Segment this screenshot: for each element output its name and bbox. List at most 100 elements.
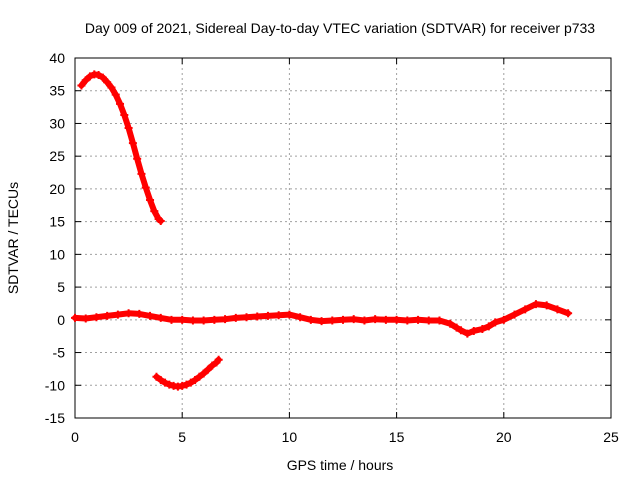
y-tick-label: 30 bbox=[49, 115, 65, 131]
data-point-high-arc bbox=[86, 72, 95, 81]
data-point-near-zero-trace bbox=[146, 311, 155, 320]
data-point-near-zero-trace bbox=[113, 310, 122, 319]
y-tick-label: -10 bbox=[45, 377, 65, 393]
plot-frame bbox=[74, 57, 612, 419]
y-tick-label: 40 bbox=[49, 50, 65, 66]
data-point-near-zero-trace bbox=[452, 323, 461, 332]
data-point-low-arc bbox=[203, 365, 212, 374]
data-point-high-arc bbox=[133, 154, 142, 163]
data-point-near-zero-trace bbox=[392, 315, 401, 324]
data-point-low-arc bbox=[208, 361, 217, 370]
y-tick-label: 15 bbox=[49, 214, 65, 230]
data-point-near-zero-trace bbox=[231, 313, 240, 322]
data-point-near-zero-trace bbox=[446, 319, 455, 328]
data-point-high-arc bbox=[77, 81, 86, 90]
data-point-near-zero-trace bbox=[456, 326, 465, 335]
data-point-near-zero-trace bbox=[221, 315, 230, 324]
data-point-near-zero-trace bbox=[531, 300, 540, 309]
data-point-near-zero-trace bbox=[178, 315, 187, 324]
data-point-high-arc bbox=[146, 196, 155, 205]
data-point-near-zero-trace bbox=[510, 310, 519, 319]
data-point-high-arc bbox=[124, 124, 133, 133]
y-tick-label: 25 bbox=[49, 148, 65, 164]
data-point-near-zero-trace bbox=[463, 329, 472, 338]
data-point-near-zero-trace bbox=[484, 322, 493, 331]
data-point-high-arc bbox=[137, 169, 146, 178]
data-point-near-zero-trace bbox=[167, 315, 176, 324]
data-point-high-arc bbox=[116, 99, 125, 108]
data-point-near-zero-trace bbox=[274, 311, 283, 320]
data-point-near-zero-trace bbox=[414, 315, 423, 324]
data-point-near-zero-trace bbox=[553, 305, 562, 314]
x-tick-label: 15 bbox=[389, 429, 405, 445]
y-tick-label: 35 bbox=[49, 83, 65, 99]
x-tick-label: 0 bbox=[71, 429, 79, 445]
data-point-near-zero-trace bbox=[564, 309, 573, 318]
data-point-near-zero-trace bbox=[339, 315, 347, 324]
y-tick-label: 0 bbox=[57, 312, 65, 328]
data-point-low-arc bbox=[161, 378, 170, 387]
data-point-near-zero-trace bbox=[371, 315, 380, 324]
series-high-arc bbox=[78, 71, 164, 224]
data-point-near-zero-trace bbox=[92, 313, 101, 322]
x-tick-label: 5 bbox=[178, 429, 186, 445]
data-point-near-zero-trace bbox=[403, 316, 412, 325]
data-point-low-arc bbox=[165, 380, 174, 389]
data-point-high-arc bbox=[128, 139, 137, 148]
data-point-low-arc bbox=[186, 378, 195, 387]
data-point-near-zero-trace bbox=[491, 318, 500, 327]
data-point-low-arc bbox=[199, 369, 208, 378]
data-point-high-arc bbox=[107, 83, 116, 92]
data-point-high-arc bbox=[103, 78, 112, 87]
data-point-near-zero-trace bbox=[360, 316, 369, 325]
data-series bbox=[71, 70, 573, 391]
x-tick-label: 20 bbox=[496, 429, 512, 445]
data-point-near-zero-trace bbox=[135, 309, 144, 318]
data-point-near-zero-trace bbox=[328, 316, 337, 325]
data-point-near-zero-trace bbox=[263, 311, 272, 320]
data-point-near-zero-trace bbox=[71, 313, 79, 322]
data-point-near-zero-trace bbox=[156, 313, 165, 322]
data-point-high-arc bbox=[156, 216, 165, 225]
axis-ticks: 0 5 10 15 20 25 -15 -10 -5 0 5 10 15 20 25 30 35 40 bbox=[45, 50, 619, 445]
data-point-high-arc bbox=[111, 90, 120, 99]
data-point-low-arc bbox=[191, 376, 200, 385]
data-point-near-zero-trace bbox=[435, 316, 444, 325]
data-point-near-zero-trace bbox=[499, 315, 508, 324]
x-tick-label: 10 bbox=[282, 429, 298, 445]
data-point-low-arc bbox=[152, 372, 161, 381]
data-point-near-zero-trace bbox=[81, 314, 90, 323]
data-point-near-zero-trace bbox=[424, 316, 433, 325]
data-point-near-zero-trace bbox=[285, 310, 294, 319]
data-point-near-zero-trace bbox=[253, 312, 262, 321]
data-point-near-zero-trace bbox=[349, 315, 358, 324]
data-point-near-zero-trace bbox=[317, 317, 326, 326]
data-point-near-zero-trace bbox=[103, 311, 112, 320]
y-tick-label: 5 bbox=[57, 279, 65, 295]
data-point-near-zero-trace bbox=[296, 313, 305, 322]
data-point-low-arc bbox=[156, 376, 165, 385]
data-point-near-zero-trace bbox=[306, 315, 315, 324]
x-tick-label: 25 bbox=[603, 429, 619, 445]
data-point-low-arc bbox=[182, 380, 191, 389]
data-point-near-zero-trace bbox=[469, 326, 478, 335]
data-point-high-arc bbox=[81, 76, 90, 85]
data-point-high-arc bbox=[120, 110, 129, 119]
data-point-high-arc bbox=[98, 73, 107, 82]
data-point-near-zero-trace bbox=[124, 309, 133, 318]
data-point-low-arc bbox=[195, 372, 204, 381]
data-point-near-zero-trace bbox=[478, 324, 487, 333]
data-point-near-zero-trace bbox=[199, 316, 208, 325]
grid-lines bbox=[75, 58, 611, 418]
data-point-near-zero-trace bbox=[542, 301, 551, 310]
data-point-near-zero-trace bbox=[521, 305, 530, 314]
data-point-high-arc bbox=[94, 71, 103, 80]
data-point-high-arc bbox=[150, 207, 159, 216]
y-tick-label: -5 bbox=[53, 345, 66, 361]
data-point-low-arc bbox=[178, 381, 187, 390]
y-tick-label: 10 bbox=[49, 246, 65, 262]
data-point-near-zero-trace bbox=[210, 315, 219, 324]
y-tick-label: 20 bbox=[49, 181, 65, 197]
data-point-low-arc bbox=[214, 355, 223, 364]
